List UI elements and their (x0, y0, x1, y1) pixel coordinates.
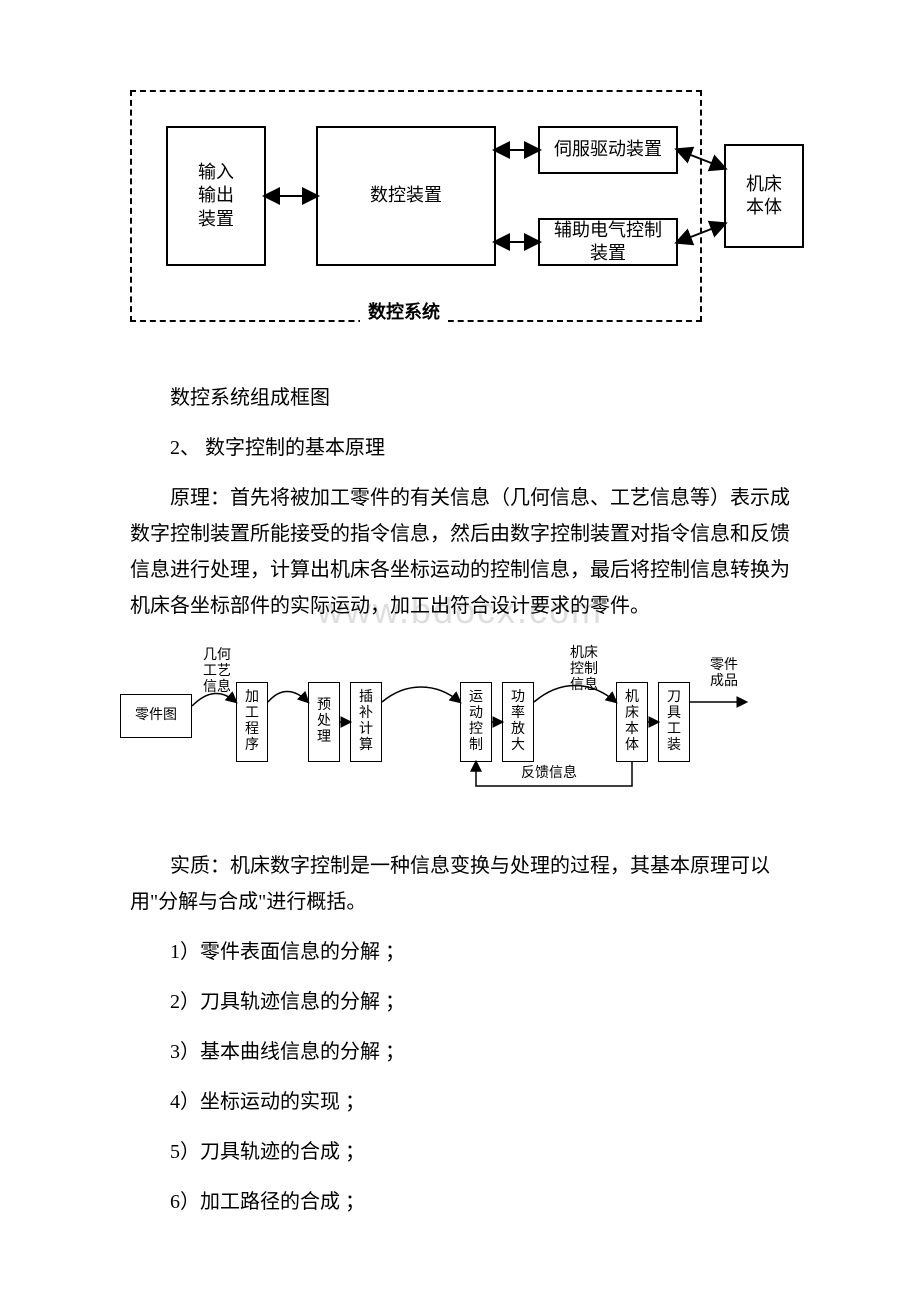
node-io: 输入 输出 装置 (166, 126, 266, 266)
d2-mt: 机 床 本 体 (616, 682, 648, 762)
caption-1: 数控系统组成框图 (130, 380, 790, 416)
diagram-1: 数控系统 输入 输出 装置 数控装置 伺服驱动装置 辅助电气控制 装置 机床 本… (130, 90, 790, 350)
d2-prog: 加 工 程 序 (236, 682, 268, 762)
list-item-2: 2）刀具轨迹信息的分解 ； (130, 984, 790, 1020)
node-aux: 辅助电气控制 装置 (538, 218, 678, 266)
d2-amp: 功 率 放 大 (502, 682, 534, 762)
node-machine-tool: 机床 本体 (724, 144, 804, 248)
d2-lbl-product: 零件 成品 (704, 658, 744, 690)
list-item-1: 1）零件表面信息的分解 ； (130, 934, 790, 970)
d2-lbl-ctrlinfo: 机床 控制 信息 (564, 646, 604, 694)
d2-motion: 运 动 控 制 (460, 682, 492, 762)
heading-2: 2、 数字控制的基本原理 (130, 430, 790, 466)
d2-tool: 刀 具 工 装 (658, 682, 690, 762)
d1-system-label: 数控系统 (360, 298, 448, 324)
list-item-6: 6）加工路径的合成 ； (130, 1184, 790, 1220)
para-shizhi: 实质：机床数字控制是一种信息变换与处理的过程，其基本原理可以用"分解与合成"进行… (130, 848, 790, 920)
d2-part: 零件图 (120, 694, 192, 738)
para-yuanli: 原理：首先将被加工零件的有关信息（几何信息、工艺信息等）表示成数字控制装置所能接… (130, 480, 790, 624)
node-nc: 数控装置 (316, 126, 496, 266)
list-item-3: 3）基本曲线信息的分解 ； (130, 1034, 790, 1070)
list-item-5: 5）刀具轨迹的合成 ； (130, 1134, 790, 1170)
list-item-4: 4）坐标运动的实现 ； (130, 1084, 790, 1120)
d2-lbl-feedback: 反馈信息 (514, 766, 584, 782)
document-page: 数控系统 输入 输出 装置 数控装置 伺服驱动装置 辅助电气控制 装置 机床 本… (0, 0, 920, 1294)
d2-interp: 插 补 计 算 (350, 682, 382, 762)
d2-pre: 预 处 理 (308, 682, 340, 762)
diagram-2: 零件图 加 工 程 序 预 处 理 插 补 计 算 运 动 控 制 功 率 放 … (130, 638, 790, 818)
node-servo: 伺服驱动装置 (538, 126, 678, 174)
d2-lbl-geominfo: 几何 工艺 信息 (197, 648, 237, 696)
